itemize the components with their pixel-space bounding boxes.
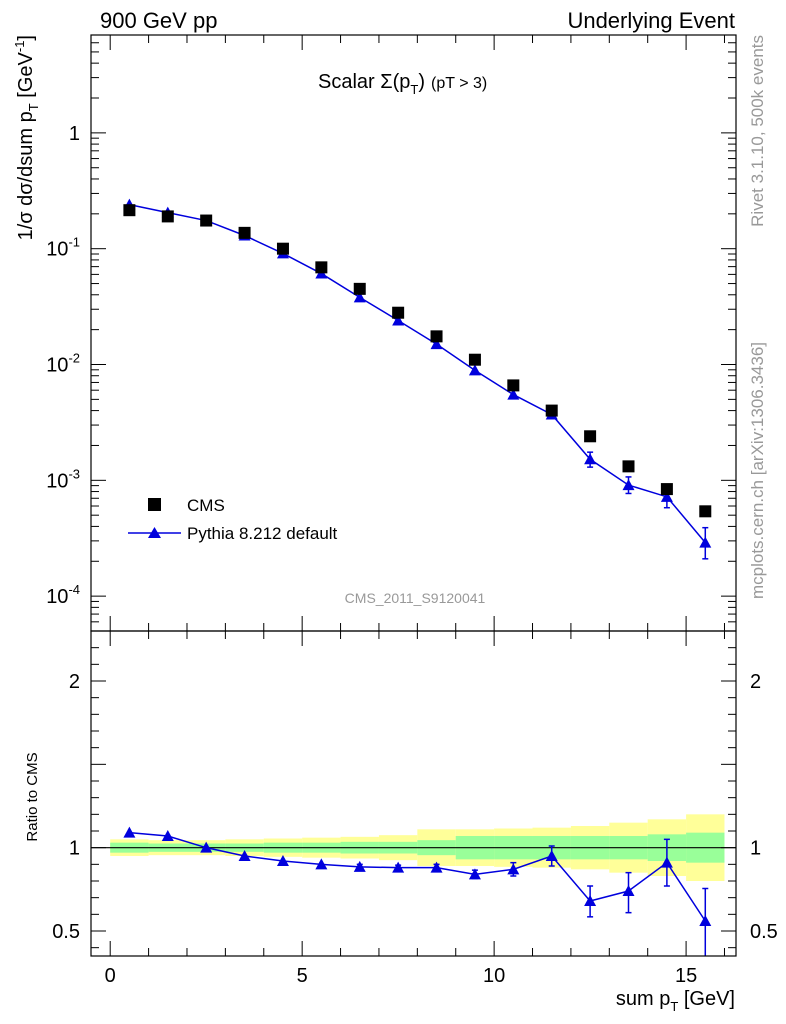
- ratio-point: [430, 861, 443, 873]
- y-axis-label-close: ]: [15, 35, 37, 41]
- legend-marker-pythia: [148, 527, 161, 538]
- ratio-point: [276, 855, 289, 866]
- ratio-point: [315, 858, 328, 870]
- pythia-point: [584, 453, 597, 465]
- ratio-point: [161, 830, 174, 841]
- x-axis-label-unit: [GeV]: [678, 988, 735, 1010]
- y-tick-label: 10-1: [46, 235, 80, 261]
- y-tick-label-exp: -1: [68, 235, 80, 250]
- cms-point: [200, 214, 213, 227]
- ratio-point: [238, 850, 251, 861]
- y-tick-label-exp: -3: [68, 466, 80, 481]
- ratio-plot-panel: 0.5 0.5 1 1 2 2: [52, 630, 778, 957]
- ratio-point: [468, 868, 481, 880]
- chart-title-sub: T: [410, 82, 418, 97]
- legend-label-cms: CMS: [187, 496, 225, 515]
- y-tick-label-base: 10: [46, 586, 68, 608]
- rivet-label: Rivet 3.1.10, 500k events: [748, 35, 767, 227]
- y-tick-label: 1: [69, 123, 80, 145]
- pythia-point: [468, 364, 481, 376]
- cms-point: [699, 505, 712, 518]
- cms-point: [315, 261, 328, 274]
- ratio-point: [200, 841, 213, 853]
- x-axis-label-main: sum p: [616, 988, 670, 1010]
- main-plot-panel: 110-110-210-310-4: [46, 34, 737, 632]
- pythia-point: [699, 536, 712, 548]
- ratio-point: [622, 885, 635, 896]
- cms-point: [238, 226, 251, 239]
- chart-title-close: ): [418, 71, 425, 93]
- ratio-y-tick-label-right: 0.5: [750, 921, 778, 943]
- cms-point: [584, 430, 597, 443]
- chart-title-main: Scalar Σ(p: [318, 71, 410, 93]
- x-tick-label: 0: [105, 965, 116, 987]
- cms-point: [468, 353, 481, 366]
- x-axis-label-sub: T: [670, 999, 678, 1014]
- ratio-y-tick-label-right: 1: [750, 838, 761, 860]
- cms-point: [276, 242, 289, 255]
- cms-point: [660, 483, 673, 496]
- y-tick-label: 10-3: [46, 466, 80, 492]
- ratio-point: [353, 860, 366, 872]
- ratio-line: [129, 831, 706, 922]
- pythia-point: [392, 314, 405, 326]
- mcplots-label: mcplots.cern.ch [arXiv:1306.3436]: [748, 342, 767, 599]
- ratio-y-tick-label: 2: [69, 671, 80, 693]
- x-tick-label: 15: [675, 965, 697, 987]
- x-tick-label: 10: [483, 965, 505, 987]
- header-right: Underlying Event: [567, 8, 735, 33]
- cms-point: [430, 330, 443, 343]
- legend-label-pythia: Pythia 8.212 default: [187, 524, 338, 543]
- chart-title: Scalar Σ(pT) (pT > 3): [318, 71, 487, 97]
- ratio-point: [507, 863, 520, 875]
- cms-point: [507, 379, 520, 392]
- pythia-point: [430, 338, 443, 350]
- cms-point: [545, 404, 558, 417]
- ratio-point: [699, 915, 712, 926]
- x-tick-label: 5: [297, 965, 308, 987]
- y-axis-label: 1/σ dσ/dsum pT [GeV-1]: [12, 35, 41, 240]
- ratio-point: [660, 856, 673, 868]
- ratio-plot-frame: [90, 630, 737, 957]
- header-left: 900 GeV pp: [100, 8, 217, 33]
- ratio-y-tick-label: 1: [69, 838, 80, 860]
- pythia-point: [353, 291, 366, 303]
- y-tick-label-base: 10: [46, 470, 68, 492]
- pythia-line: [129, 203, 706, 544]
- y-tick-label-exp: -4: [68, 582, 80, 597]
- ratio-y-tick-label: 0.5: [52, 921, 80, 943]
- y-tick-label-base: 10: [46, 239, 68, 261]
- cms-point: [353, 282, 366, 295]
- y-tick-label: 10-2: [46, 351, 80, 377]
- cms-point: [622, 460, 635, 473]
- cms-point: [123, 204, 136, 217]
- ratio-point: [392, 861, 405, 873]
- analysis-id: CMS_2011_S9120041: [345, 590, 486, 606]
- legend-marker-cms: [148, 498, 161, 511]
- ratio-y-tick-label-right: 2: [750, 671, 761, 693]
- y-tick-label: 10-4: [46, 582, 80, 608]
- y-axis-label-sub: T: [26, 103, 41, 111]
- pythia-point: [622, 479, 635, 491]
- y-axis-label-unit: [GeV: [15, 51, 37, 103]
- ratio-point: [584, 895, 597, 906]
- y-tick-label-exp: -2: [68, 351, 80, 366]
- ratio-y-axis-label: Ratio to CMS: [24, 752, 41, 841]
- ratio-point: [545, 850, 558, 861]
- cms-point: [161, 210, 174, 223]
- pythia-point: [507, 388, 520, 400]
- ratio-point: [123, 826, 136, 838]
- y-tick-label-base: 10: [46, 355, 68, 377]
- y-axis-label-main: 1/σ dσ/dsum p: [15, 111, 37, 240]
- pythia-point: [660, 490, 673, 502]
- y-axis-label-sup: -1: [12, 41, 27, 53]
- chart-title-cut: (pT > 3): [431, 75, 487, 92]
- x-axis-label: sum pT [GeV]: [616, 988, 735, 1014]
- cms-point: [392, 306, 405, 319]
- legend: CMS Pythia 8.212 default: [128, 496, 338, 543]
